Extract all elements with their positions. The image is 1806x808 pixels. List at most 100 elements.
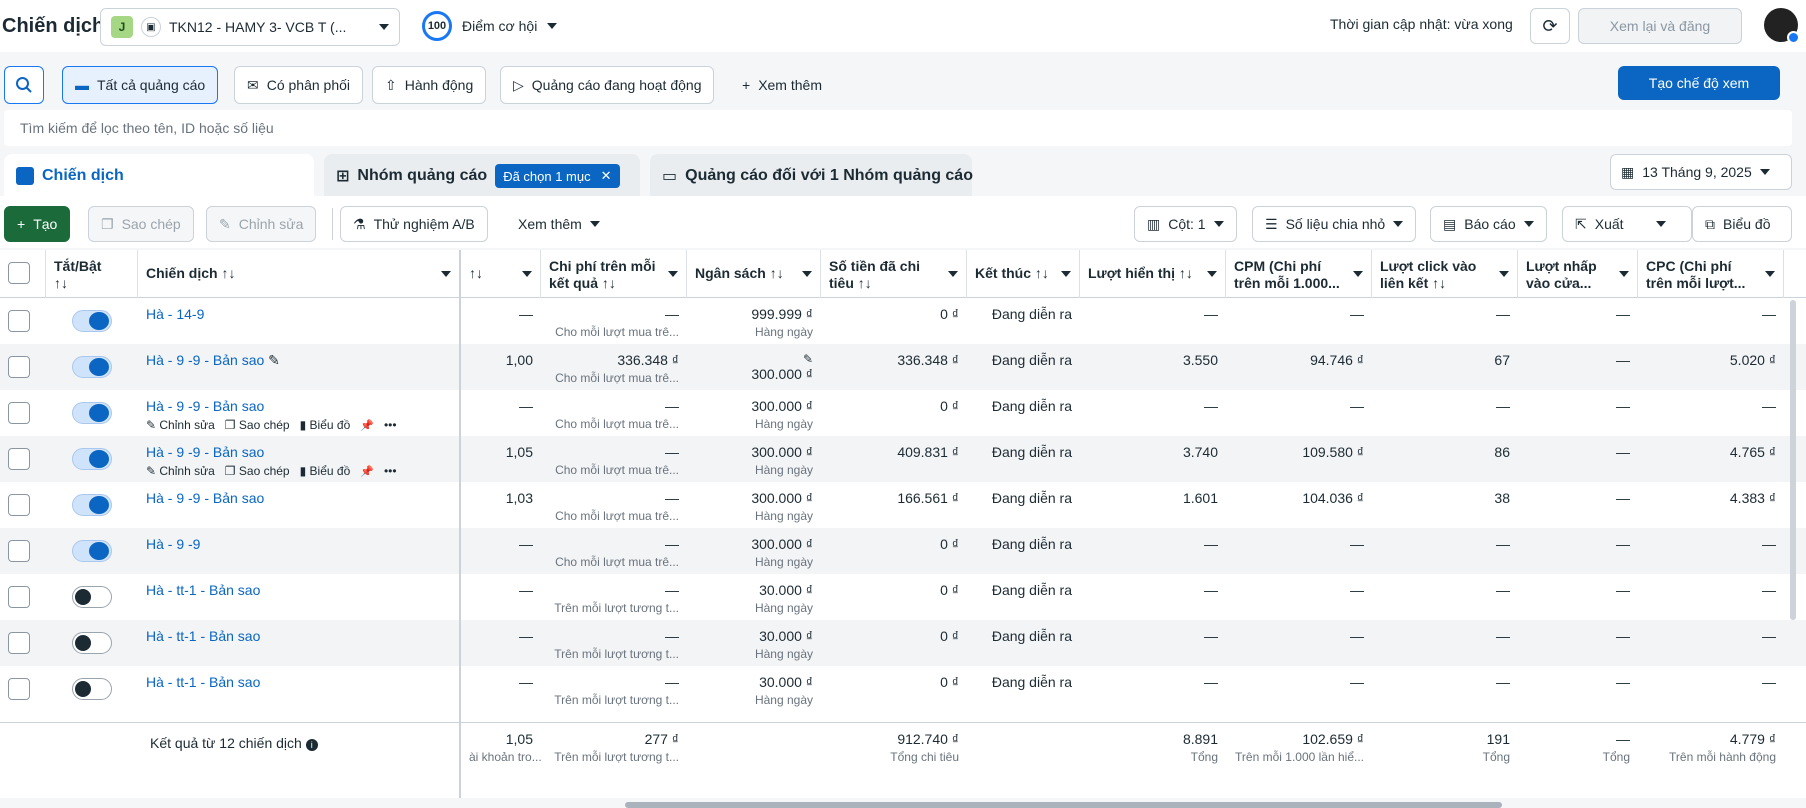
header-cpc[interactable]: CPC (Chi phí trên mỗi lượt... [1638,250,1784,298]
row-checkbox[interactable] [8,586,30,608]
tab-campaigns[interactable]: Chiến dịch [4,154,314,198]
export-button[interactable]: ⇱ Xuất [1562,206,1692,242]
report-button[interactable]: ▤ Báo cáo [1430,206,1547,242]
cell-value[interactable]: 30.000 ₫ [759,582,813,598]
header-select-all[interactable] [0,250,46,298]
row-checkbox[interactable] [8,402,30,424]
edit-button[interactable]: ✎ Chỉnh sửa [206,206,317,242]
filter-all-ads[interactable]: ▬ Tất cả quảng cáo [62,66,219,104]
table-row[interactable]: Hà - 9 -9 - Bản sao ✎ Chỉnh sửa ❐ Sao chép… [0,436,1806,482]
campaign-name-link[interactable]: Hà - 9 -9 - Bản sao [146,490,265,506]
campaign-name-link[interactable]: Hà - 9 -9 - Bản sao [146,352,265,368]
campaign-toggle[interactable] [72,586,112,608]
header-link-clicks[interactable]: Lượt click vào liên kết ↑↓ [1372,250,1518,298]
campaign-toggle[interactable] [72,402,112,424]
row-checkbox[interactable] [8,494,30,516]
opportunity-score[interactable]: 100 Điểm cơ hội [422,11,558,41]
header-cpm[interactable]: CPM (Chi phí trên mỗi 1.000... [1226,250,1372,298]
tab-adsets[interactable]: ⊞ Nhóm quảng cáo Đã chọn 1 mục ✕ [324,154,640,198]
row-checkbox[interactable] [8,356,30,378]
breakdown-button[interactable]: ☰ Số liệu chia nhỏ [1252,206,1417,242]
row-chart-action[interactable]: ▮ Biểu đồ [299,418,351,432]
see-more-filters[interactable]: + Xem thêm [730,66,834,104]
row-edit-action[interactable]: ✎ Chỉnh sửa [146,464,215,478]
campaign-name-link[interactable]: Hà - tt-1 - Bản sao [146,628,261,644]
filter-actions[interactable]: ⇧ Hành động [372,66,487,104]
copy-button[interactable]: ❐ Sao chép [88,206,194,242]
pin-icon[interactable]: 📌 [360,419,374,432]
cell-value[interactable]: 300.000 ₫ [751,366,813,382]
campaign-toggle[interactable] [72,310,112,332]
create-view-button[interactable]: Tạo chế độ xem [1618,66,1780,100]
row-copy-action[interactable]: ❐ Sao chép [224,464,290,478]
row-edit-action[interactable]: ✎ Chỉnh sửa [146,418,215,432]
ab-test-button[interactable]: ⚗ Thử nghiệm A/B [340,206,488,242]
campaign-toggle[interactable] [72,678,112,700]
cell-value[interactable]: 999.999 ₫ [751,306,813,322]
cell-value[interactable]: 300.000 ₫ [751,490,813,506]
pencil-icon[interactable]: ✎ [264,352,280,368]
select-all-checkbox[interactable] [8,262,30,284]
vertical-scrollbar[interactable] [1790,300,1796,620]
row-checkbox[interactable] [8,310,30,332]
row-chart-action[interactable]: ▮ Biểu đồ [299,464,351,478]
table-row[interactable]: Hà - tt-1 - Bản sao — — Trên mỗi lượt tương… [0,574,1806,620]
selected-chip[interactable]: Đã chọn 1 mục ✕ [495,164,620,188]
table-row[interactable]: Hà - 9 -9 - Bản sao ✎ 1,00 336.348 ₫ Cho mỗ… [0,344,1806,390]
header-results[interactable]: ↑↓ [461,250,541,298]
table-row[interactable]: Hà - tt-1 - Bản sao — — Trên mỗi lượt tương… [0,620,1806,666]
row-copy-action[interactable]: ❐ Sao chép [224,418,290,432]
pin-icon[interactable]: 📌 [360,465,374,478]
campaign-toggle[interactable] [72,448,112,470]
header-ends[interactable]: Kết thúc ↑↓ [967,250,1080,298]
frozen-column-divider[interactable] [459,250,461,798]
cell-value[interactable]: 30.000 ₫ [759,674,813,690]
cell-value[interactable]: 300.000 ₫ [751,536,813,552]
table-row[interactable]: Hà - 14-9 — — Cho mỗi lượt mua trê... 999.99… [0,298,1806,344]
header-name[interactable]: Chiến dịch ↑↓ [138,250,460,298]
avatar[interactable] [1764,8,1800,44]
search-input[interactable]: Tìm kiếm để lọc theo tên, ID hoặc số liệ… [4,110,1792,146]
row-checkbox[interactable] [8,540,30,562]
refresh-button[interactable]: ⟳ [1530,8,1570,44]
table-row[interactable]: Hà - 9 -9 — — Cho mỗi lượt mua trê... 300.00… [0,528,1806,574]
header-cpr[interactable]: Chi phí trên mỗi kết quả ↑↓ [541,250,687,298]
row-checkbox[interactable] [8,678,30,700]
create-button[interactable]: + Tạo [4,206,71,242]
campaign-name-link[interactable]: Hà - tt-1 - Bản sao [146,674,261,690]
search-button[interactable] [4,66,44,104]
table-row[interactable]: Hà - tt-1 - Bản sao — — Trên mỗi lượt tương… [0,666,1806,712]
campaign-toggle[interactable] [72,632,112,654]
columns-button[interactable]: ▥ Cột: 1 [1134,206,1237,242]
close-icon[interactable]: ✕ [600,168,612,183]
horizontal-scrollbar[interactable] [625,802,1502,808]
chart-button[interactable]: ⧉ Biểu đồ [1692,206,1792,242]
table-row[interactable]: Hà - 9 -9 - Bản sao ✎ Chỉnh sửa ❐ Sao chép… [0,390,1806,436]
account-selector[interactable]: J ▣ TKN12 - HAMY 3- VCB T (... [100,8,400,46]
more-toolbar-button[interactable]: Xem thêm [506,206,612,242]
header-toggle[interactable]: Tắt/Bật ↑↓ [46,250,138,298]
row-checkbox[interactable] [8,448,30,470]
campaign-toggle[interactable] [72,540,112,562]
more-icon[interactable]: ••• [383,464,397,478]
filter-active-ads[interactable]: ▷ Quảng cáo đang hoạt động [500,66,715,104]
campaign-toggle[interactable] [72,494,112,516]
campaign-name-link[interactable]: Hà - 9 -9 - Bản sao [146,398,265,414]
campaign-name-link[interactable]: Hà - tt-1 - Bản sao [146,582,261,598]
pencil-icon[interactable]: ✎ [802,352,813,366]
campaign-toggle[interactable] [72,356,112,378]
review-publish-button[interactable]: Xem lại và đăng [1578,8,1742,44]
filter-delivery[interactable]: ✉ Có phân phối [234,66,364,104]
row-checkbox[interactable] [8,632,30,654]
header-store-clicks[interactable]: Lượt nhấp vào cửa... [1518,250,1638,298]
campaign-name-link[interactable]: Hà - 9 -9 - Bản sao [146,444,265,460]
campaign-name-link[interactable]: Hà - 14-9 [146,306,205,322]
table-row[interactable]: Hà - 9 -9 - Bản sao 1,03 — Cho mỗi lượt mua… [0,482,1806,528]
header-budget[interactable]: Ngân sách ↑↓ [687,250,821,298]
cell-value[interactable]: 30.000 ₫ [759,628,813,644]
cell-value[interactable]: 300.000 ₫ [751,398,813,414]
tab-ads[interactable]: ▭ Quảng cáo đối với 1 Nhóm quảng cáo [650,154,973,198]
cell-value[interactable]: 300.000 ₫ [751,444,813,460]
date-picker[interactable]: ▦ 13 Tháng 9, 2025 [1610,154,1792,190]
header-spent[interactable]: Số tiền đã chi tiêu ↑↓ [821,250,967,298]
